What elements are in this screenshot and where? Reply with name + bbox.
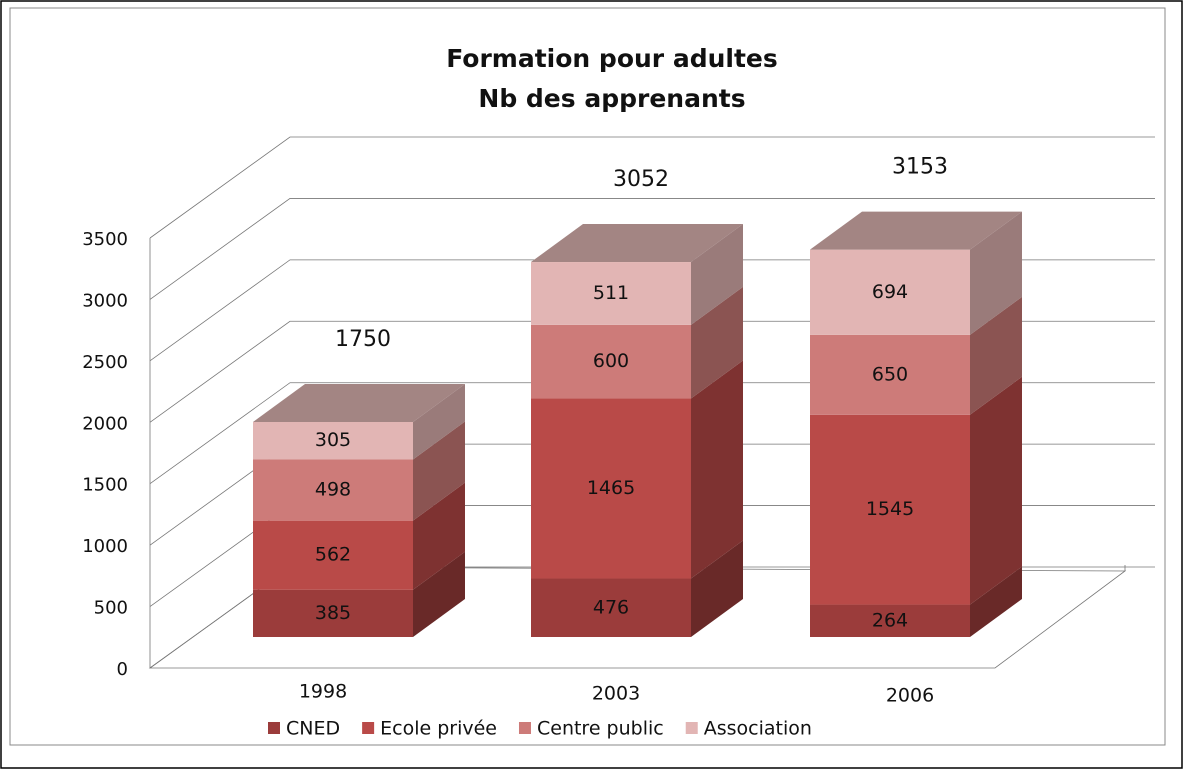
y-tick-label: 3000	[82, 290, 128, 311]
bar-side	[413, 384, 465, 460]
bar-front	[810, 414, 970, 605]
bar-side	[413, 551, 465, 637]
bar-front	[253, 422, 413, 460]
bar-front	[253, 589, 413, 637]
data-label: 694	[872, 281, 908, 303]
data-label: 650	[872, 363, 908, 385]
bar-segment	[810, 376, 1022, 605]
data-label: 1465	[587, 477, 635, 499]
data-label: 1545	[866, 498, 914, 520]
legend-label: CNED	[286, 718, 340, 740]
bar-front	[531, 262, 691, 325]
total-label: 3052	[613, 167, 669, 192]
data-label: 511	[593, 282, 629, 304]
bar-top	[810, 211, 1022, 250]
bar-side	[970, 211, 1022, 335]
bar-side	[691, 360, 743, 579]
bar-segment	[253, 551, 465, 637]
x-tick-label: 1998	[299, 681, 347, 703]
bar-segment	[810, 296, 1022, 415]
bar-front	[531, 324, 691, 399]
bar-side	[413, 482, 465, 590]
total-label: 3153	[892, 155, 948, 180]
y-tick-label: 0	[117, 659, 128, 680]
legend-swatch	[518, 722, 531, 734]
bar-front	[810, 604, 970, 637]
bar-segment	[531, 286, 743, 399]
bar-side	[413, 421, 465, 521]
data-label: 562	[315, 544, 351, 566]
y-tick-label: 1000	[82, 536, 128, 557]
legend-label: Association	[704, 718, 812, 740]
chart-subtitle: Nb des apprenants	[478, 84, 745, 113]
data-label: 385	[315, 602, 351, 624]
data-label: 305	[315, 429, 351, 451]
bar-top	[531, 224, 743, 263]
bar-front	[810, 249, 970, 335]
y-tick-label: 500	[94, 598, 128, 619]
data-label: 498	[315, 479, 351, 501]
bar-side	[970, 296, 1022, 415]
legend-swatch	[362, 722, 375, 734]
bar-side	[691, 540, 743, 637]
x-tick-label: 2003	[592, 683, 640, 705]
bar-front	[810, 334, 970, 415]
bar-front	[253, 459, 413, 521]
chart-border	[9, 7, 1166, 746]
x-tick-label: 2006	[886, 685, 934, 707]
data-label: 264	[872, 609, 908, 631]
chart-title: Formation pour adultes	[446, 44, 778, 73]
legend-label: Ecole privée	[380, 718, 497, 740]
bar-segment	[810, 211, 1022, 335]
total-label: 1750	[335, 327, 391, 352]
grid-line	[149, 198, 1155, 300]
bar-front	[531, 578, 691, 637]
bar-segment	[531, 540, 743, 637]
data-label: 600	[593, 350, 629, 372]
bar-side	[970, 376, 1022, 605]
legend-swatch	[685, 722, 698, 734]
bar-front	[531, 398, 691, 579]
legend-label: Centre public	[537, 718, 664, 740]
bar-segment	[531, 360, 743, 579]
legend-swatch	[268, 722, 280, 734]
bar-side	[691, 286, 743, 399]
data-label: 476	[593, 596, 629, 618]
bar-side	[970, 566, 1022, 637]
bar-front	[253, 520, 413, 590]
bar-segment	[531, 224, 743, 325]
bar-top	[253, 384, 465, 422]
bar-segment	[253, 482, 465, 590]
bar-side	[691, 224, 743, 325]
bar-segment	[810, 566, 1022, 637]
grid-line	[149, 136, 1155, 239]
bar-segment	[253, 384, 465, 460]
y-tick-label: 2500	[82, 352, 128, 373]
y-tick-label: 1500	[82, 475, 128, 496]
y-tick-label: 2000	[82, 413, 128, 434]
bar-segment	[253, 421, 465, 521]
y-tick-label: 3500	[82, 229, 128, 250]
